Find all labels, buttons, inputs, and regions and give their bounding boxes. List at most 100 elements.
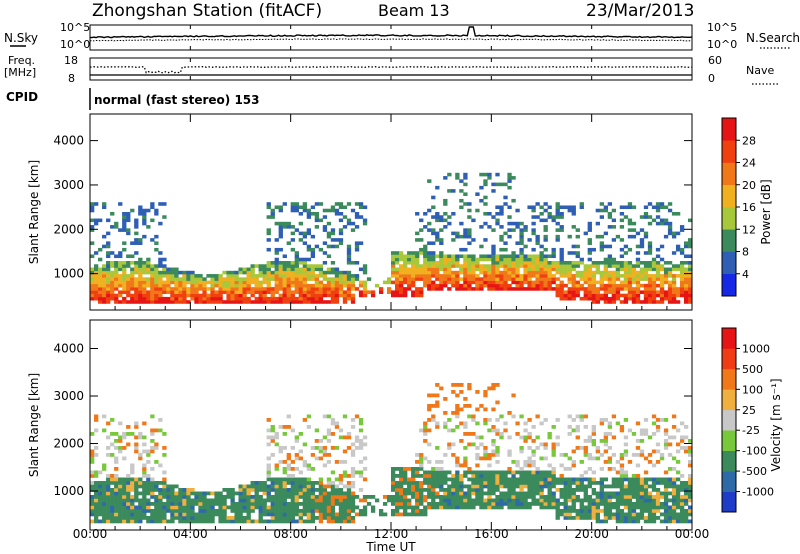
data-cell: [146, 453, 151, 457]
data-cell: [627, 283, 633, 288]
data-cell: [178, 290, 183, 294]
data-cell: [655, 221, 661, 226]
data-cell: [322, 261, 328, 265]
data-cell: [651, 477, 657, 482]
data-cell: [687, 505, 693, 510]
data-cell: [246, 300, 251, 304]
data-cell: [451, 498, 456, 503]
data-cell: [471, 470, 476, 475]
data-cell: [539, 421, 544, 426]
data-cell: [479, 505, 484, 510]
data-cell: [491, 491, 496, 496]
data-cell: [599, 488, 604, 492]
data-cell: [471, 502, 476, 506]
data-cell: [583, 512, 588, 517]
data-cell: [290, 247, 295, 252]
data-cell: [575, 446, 580, 450]
data-cell: [435, 491, 440, 496]
data-cell: [623, 418, 629, 422]
data-cell: [439, 238, 444, 242]
data-cell: [298, 509, 303, 513]
data-cell: [447, 280, 452, 285]
data-cell: [435, 404, 440, 408]
data-cell: [511, 495, 516, 499]
data-cell: [318, 495, 324, 499]
data-cell: [110, 505, 115, 510]
freq-right-tick-top: 60: [708, 54, 722, 67]
data-cell: [266, 247, 271, 252]
data-cell: [451, 453, 456, 457]
data-cell: [587, 274, 592, 278]
data-cell: [162, 502, 167, 506]
data-cell: [579, 283, 584, 288]
data-cell: [511, 264, 516, 268]
data-cell: [114, 512, 119, 517]
data-cell: [495, 432, 500, 436]
data-cell: [318, 491, 324, 496]
data-cell: [314, 505, 320, 510]
data-cell: [122, 267, 127, 272]
data-cell: [314, 267, 320, 272]
data-cell: [338, 460, 344, 464]
data-cell: [483, 474, 488, 478]
data-cell: [643, 277, 649, 281]
data-cell: [210, 277, 215, 281]
data-cell: [435, 234, 440, 239]
data-cell: [519, 470, 524, 475]
data-cell: [110, 418, 115, 422]
data-cell: [98, 502, 103, 506]
data-cell: [599, 247, 604, 252]
data-cell: [503, 270, 508, 275]
data-cell: [687, 264, 693, 268]
data-cell: [623, 484, 629, 489]
data-cell: [563, 502, 568, 506]
data-cell: [639, 502, 645, 506]
data-cell: [342, 293, 348, 298]
data-cell: [575, 481, 580, 485]
data-cell: [607, 498, 613, 503]
data-cell: [643, 261, 649, 265]
data-cell: [635, 498, 641, 503]
data-cell: [318, 484, 324, 489]
data-cell: [274, 277, 279, 281]
data-cell: [667, 467, 673, 471]
freq-label-1: Freq.: [8, 54, 35, 67]
data-cell: [386, 277, 392, 281]
data-cell: [531, 488, 536, 492]
data-cell: [194, 512, 199, 517]
data-cell: [683, 296, 689, 301]
data-cell: [627, 280, 633, 285]
data-cell: [391, 470, 396, 475]
data-cell: [142, 512, 147, 517]
data-cell: [126, 264, 131, 268]
data-cell: [286, 264, 291, 268]
data-cell: [515, 264, 520, 268]
data-cell: [659, 267, 665, 272]
data-cell: [459, 502, 464, 506]
data-cell: [274, 432, 279, 436]
data-cell: [138, 498, 143, 503]
data-cell: [687, 512, 693, 517]
data-cell: [358, 460, 364, 464]
data-cell: [415, 257, 420, 262]
data-cell: [274, 519, 279, 524]
data-cell: [407, 274, 412, 278]
data-cell: [338, 488, 344, 492]
data-cell: [238, 280, 243, 285]
data-cell: [583, 516, 588, 520]
data-cell: [90, 509, 95, 513]
data-cell: [286, 277, 291, 281]
data-cell: [615, 267, 621, 272]
data-cell: [527, 456, 532, 461]
data-cell: [463, 182, 468, 187]
data-cell: [202, 509, 207, 513]
data-cell: [507, 234, 512, 239]
data-cell: [551, 446, 556, 450]
data-cell: [142, 421, 147, 426]
station-title: Zhongshan Station (fitACF): [92, 1, 322, 21]
data-cell: [98, 290, 103, 294]
data-cell: [286, 474, 291, 478]
data-cell: [306, 502, 312, 506]
data-cell: [338, 477, 344, 482]
data-cell: [523, 439, 528, 443]
